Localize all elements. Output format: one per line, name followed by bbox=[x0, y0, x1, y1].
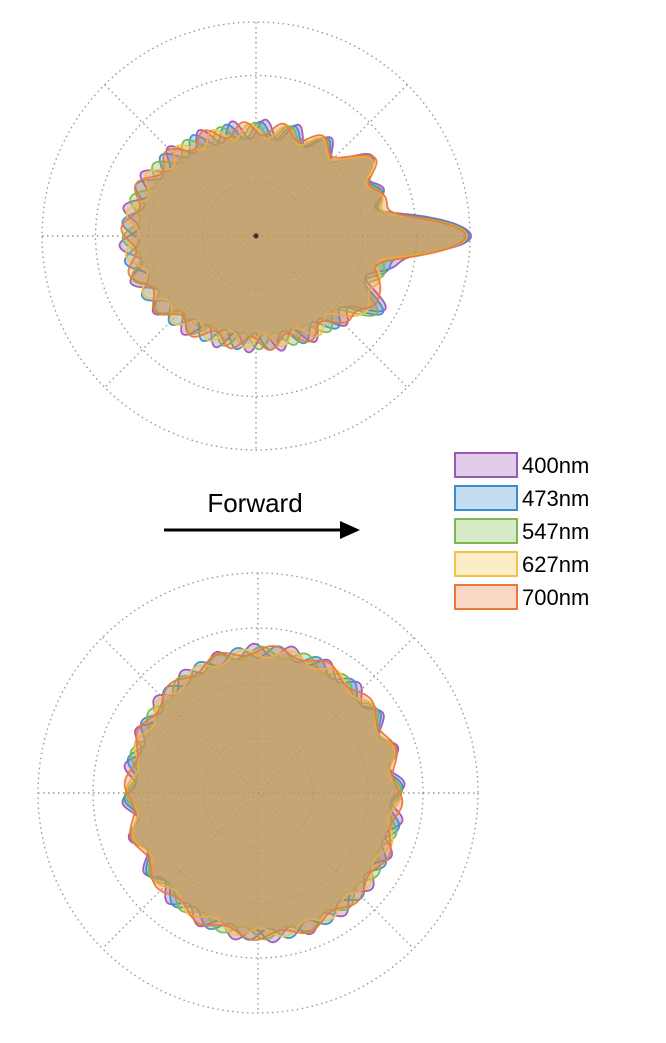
top-lobe-700nm bbox=[120, 121, 467, 351]
top-polar-plot bbox=[41, 21, 473, 451]
bottom-lobe-700nm bbox=[123, 645, 404, 941]
legend-label-473nm: 473nm bbox=[522, 486, 589, 511]
top-grid bbox=[41, 21, 471, 451]
forward-label: Forward bbox=[207, 488, 302, 518]
top-lobes bbox=[118, 118, 473, 354]
legend-swatch-473nm bbox=[454, 485, 518, 511]
legend-swatch-627nm bbox=[454, 551, 518, 577]
top-grid-ring-4 bbox=[41, 21, 471, 451]
legend-label-547nm: 547nm bbox=[522, 519, 589, 544]
legend-swatch-547nm bbox=[454, 518, 518, 544]
top-center-dot bbox=[253, 233, 259, 239]
forward-annotation: Forward bbox=[164, 488, 360, 539]
forward-arrow-head bbox=[340, 521, 360, 539]
legend: 400nm 473nm 547nm 627nm 700nm bbox=[454, 452, 589, 610]
top-grid-spoke-45 bbox=[104, 84, 408, 388]
bottom-grid bbox=[37, 572, 479, 1014]
bottom-lobe-547nm bbox=[124, 645, 403, 941]
legend-swatch-700nm bbox=[454, 584, 518, 610]
legend-label-400nm: 400nm bbox=[522, 453, 589, 478]
legend-label-700nm: 700nm bbox=[522, 585, 589, 610]
top-grid-ring-1 bbox=[201, 181, 311, 291]
top-lobe-473nm bbox=[121, 120, 470, 351]
legend-label-627nm: 627nm bbox=[522, 552, 589, 577]
bottom-polar-plot bbox=[37, 572, 479, 1014]
bottom-lobes bbox=[121, 642, 406, 944]
top-grid-spoke-135 bbox=[104, 84, 408, 388]
top-grid-ring-3 bbox=[94, 74, 418, 398]
top-lobe-547nm bbox=[121, 121, 469, 351]
top-lobe-400nm bbox=[118, 118, 473, 354]
legend-swatch-400nm bbox=[454, 452, 518, 478]
bottom-grid-spoke-135 bbox=[101, 636, 415, 950]
